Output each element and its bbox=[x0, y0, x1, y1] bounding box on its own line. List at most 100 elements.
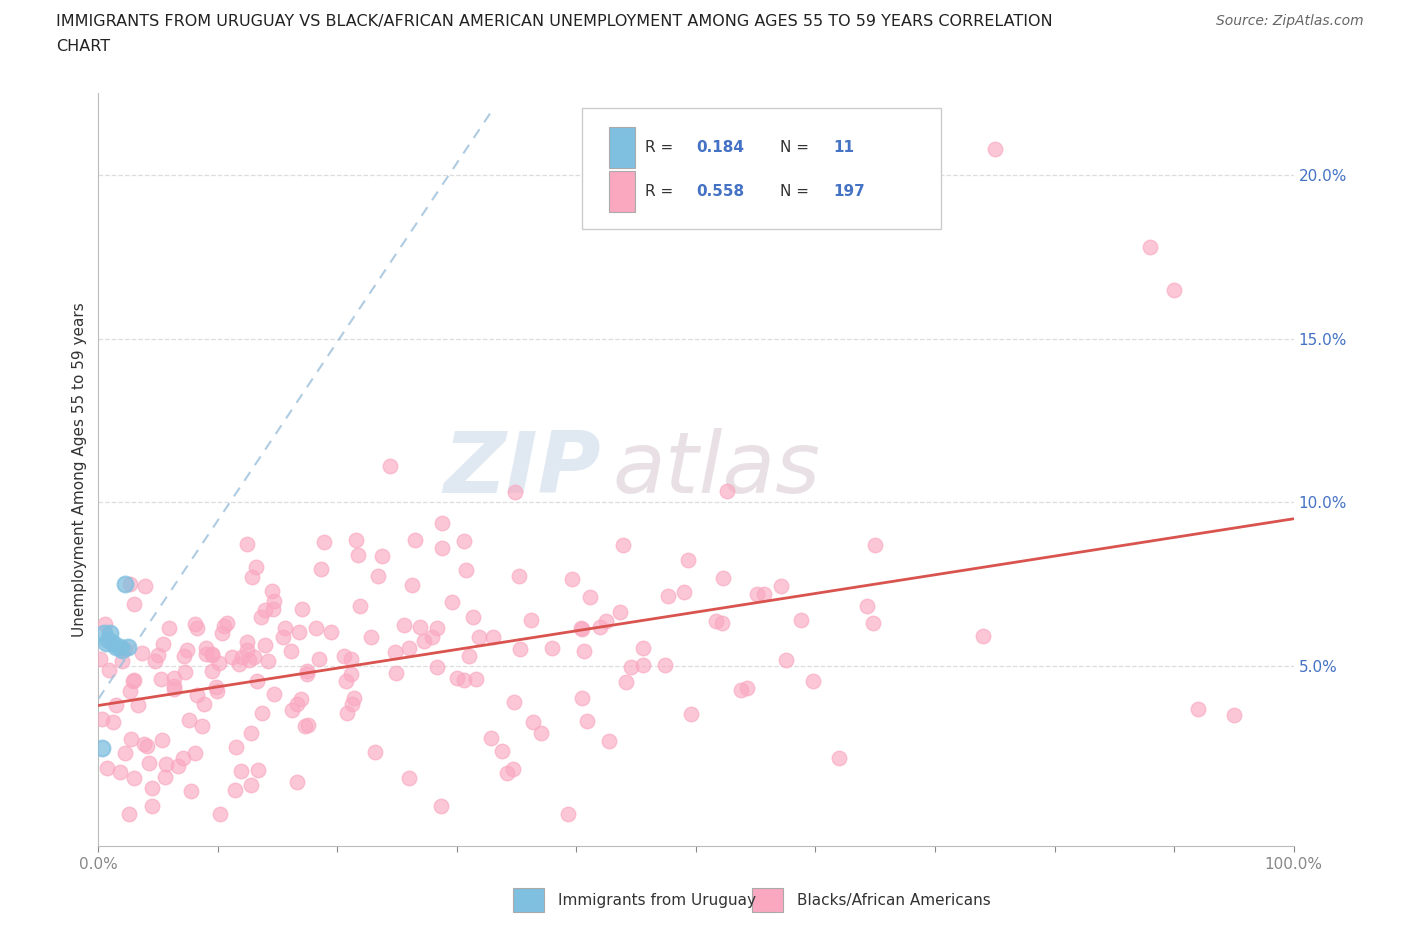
Point bbox=[256, 653, 278, 668]
Point bbox=[290, 691, 312, 706]
Point bbox=[134, 578, 156, 593]
Point bbox=[262, 602, 284, 617]
Point bbox=[308, 652, 330, 667]
Text: R =: R = bbox=[644, 184, 678, 199]
Point bbox=[236, 643, 259, 658]
Text: Immigrants from Uruguay: Immigrants from Uruguay bbox=[558, 893, 756, 908]
Point bbox=[280, 644, 302, 658]
Point bbox=[212, 618, 235, 633]
Point bbox=[569, 621, 592, 636]
Point bbox=[360, 630, 382, 644]
Point bbox=[105, 639, 128, 654]
Point bbox=[209, 806, 232, 821]
Point bbox=[141, 799, 163, 814]
Point bbox=[1139, 240, 1161, 255]
Point bbox=[262, 583, 284, 598]
Point bbox=[730, 683, 752, 698]
FancyBboxPatch shape bbox=[582, 108, 941, 229]
Point bbox=[108, 765, 131, 780]
Point bbox=[184, 746, 207, 761]
Point bbox=[801, 674, 824, 689]
Point bbox=[163, 671, 186, 685]
Point bbox=[713, 571, 735, 586]
Point bbox=[143, 654, 166, 669]
Point bbox=[309, 561, 332, 576]
Point bbox=[231, 650, 253, 665]
Point bbox=[118, 806, 141, 821]
Point bbox=[333, 648, 356, 663]
Point bbox=[735, 681, 758, 696]
Point bbox=[495, 765, 517, 780]
Point bbox=[111, 654, 134, 669]
Y-axis label: Unemployment Among Ages 55 to 59 years: Unemployment Among Ages 55 to 59 years bbox=[72, 302, 87, 637]
Point bbox=[614, 675, 637, 690]
Point bbox=[775, 652, 797, 667]
Point bbox=[340, 652, 363, 667]
Point bbox=[146, 647, 169, 662]
Point bbox=[576, 714, 599, 729]
Point bbox=[127, 698, 149, 712]
Point bbox=[150, 671, 173, 686]
Point bbox=[747, 587, 769, 602]
Point bbox=[101, 636, 124, 651]
Point bbox=[287, 775, 309, 790]
Point bbox=[153, 770, 176, 785]
Point bbox=[509, 642, 531, 657]
Point bbox=[191, 718, 214, 733]
Point bbox=[263, 593, 285, 608]
Point bbox=[253, 637, 276, 652]
Point bbox=[1223, 708, 1246, 723]
Point bbox=[595, 613, 617, 628]
Point bbox=[522, 714, 544, 729]
Point bbox=[235, 537, 257, 551]
Point bbox=[314, 534, 336, 549]
Point bbox=[195, 646, 218, 661]
Point bbox=[453, 672, 475, 687]
Point bbox=[404, 533, 426, 548]
Point bbox=[118, 684, 141, 698]
Point bbox=[828, 751, 851, 765]
Point bbox=[631, 641, 654, 656]
Point bbox=[98, 663, 121, 678]
Point bbox=[598, 734, 620, 749]
Point bbox=[491, 743, 513, 758]
Point bbox=[440, 594, 463, 609]
Point bbox=[245, 559, 267, 574]
Point bbox=[561, 572, 583, 587]
Point bbox=[120, 577, 142, 591]
Point bbox=[274, 620, 297, 635]
Point bbox=[479, 731, 502, 746]
Point bbox=[378, 458, 401, 473]
Point bbox=[429, 799, 451, 814]
Point bbox=[184, 617, 207, 631]
Point bbox=[770, 579, 793, 594]
Point bbox=[862, 615, 884, 630]
Point bbox=[236, 635, 259, 650]
Point bbox=[578, 590, 600, 604]
Text: R =: R = bbox=[644, 140, 678, 154]
Point bbox=[367, 569, 389, 584]
Point bbox=[111, 643, 134, 658]
Point bbox=[157, 620, 180, 635]
Point bbox=[246, 673, 269, 688]
Point bbox=[173, 648, 195, 663]
Point bbox=[571, 622, 593, 637]
Point bbox=[167, 759, 190, 774]
Point bbox=[211, 626, 233, 641]
Point bbox=[231, 764, 253, 778]
Point bbox=[108, 639, 131, 654]
Point bbox=[141, 781, 163, 796]
Point bbox=[456, 563, 478, 578]
Point bbox=[104, 698, 127, 712]
Point bbox=[340, 697, 363, 711]
Point bbox=[239, 726, 262, 741]
Point bbox=[117, 639, 139, 654]
Point bbox=[221, 650, 243, 665]
Point bbox=[349, 598, 371, 613]
Point bbox=[201, 647, 224, 662]
Point bbox=[482, 630, 505, 644]
Point bbox=[654, 658, 676, 672]
Point bbox=[225, 739, 247, 754]
Point bbox=[94, 636, 117, 651]
Point bbox=[201, 646, 224, 661]
